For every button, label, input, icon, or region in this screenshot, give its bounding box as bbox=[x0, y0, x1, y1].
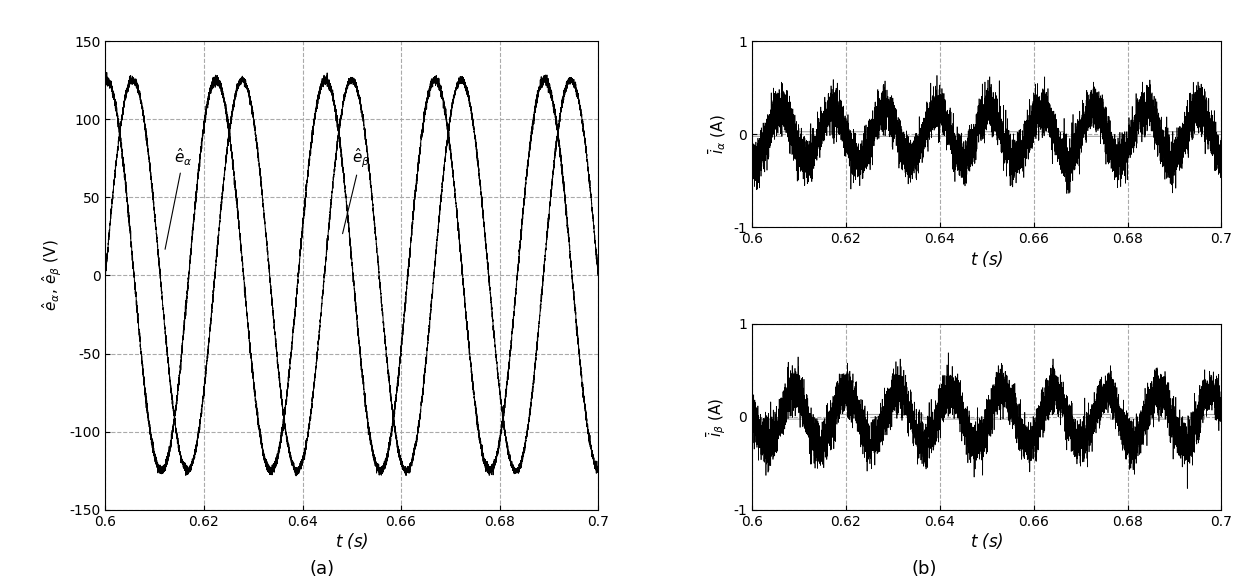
Y-axis label: $\bar{i}_{\beta}$ (A): $\bar{i}_{\beta}$ (A) bbox=[704, 397, 728, 437]
X-axis label: $t$ (s): $t$ (s) bbox=[970, 248, 1003, 269]
Text: (a): (a) bbox=[310, 560, 335, 578]
X-axis label: $t$ (s): $t$ (s) bbox=[335, 532, 368, 551]
Text: (b): (b) bbox=[911, 560, 936, 578]
Y-axis label: $\hat{e}_{\alpha},\,\hat{e}_{\beta}$ (V): $\hat{e}_{\alpha},\,\hat{e}_{\beta}$ (V) bbox=[40, 240, 63, 311]
Text: $\hat{e}_{\alpha}$: $\hat{e}_{\alpha}$ bbox=[165, 146, 192, 249]
Y-axis label: $\bar{i}_{\alpha}$ (A): $\bar{i}_{\alpha}$ (A) bbox=[707, 114, 728, 154]
X-axis label: $t$ (s): $t$ (s) bbox=[970, 532, 1003, 551]
Text: $\hat{e}_{\beta}$: $\hat{e}_{\beta}$ bbox=[342, 146, 370, 234]
